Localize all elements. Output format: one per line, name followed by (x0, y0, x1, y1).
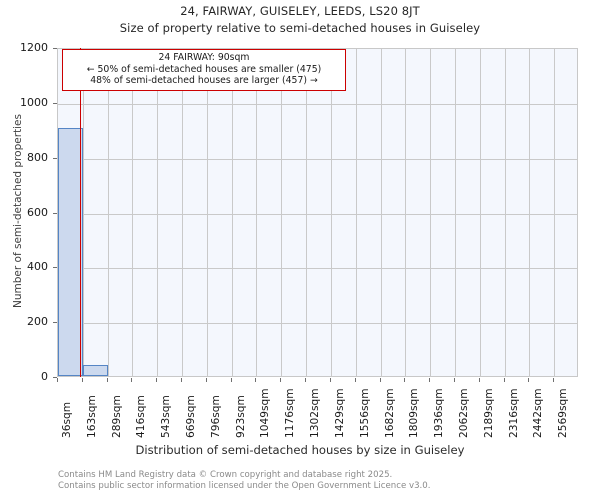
annotation-line-3: 48% of semi-detached houses are larger (… (90, 75, 318, 86)
gridline-vertical (529, 49, 531, 376)
footer-attribution: Contains HM Land Registry data © Crown c… (58, 470, 430, 492)
x-axis-tick-mark (255, 378, 257, 382)
property-marker-line (79, 48, 82, 377)
gridline-horizontal (58, 158, 577, 160)
x-axis-tick-mark (230, 378, 232, 382)
x-axis-tick-label: 1809sqm (408, 388, 421, 438)
x-axis-tick-mark (553, 378, 555, 382)
y-axis-tick-mark (53, 157, 57, 159)
x-axis-title: Distribution of semi-detached houses by … (135, 443, 465, 457)
x-axis-tick-label: 1936sqm (433, 388, 446, 438)
annotation-line-1: 24 FAIRWAY: 90sqm (158, 52, 250, 63)
gridline-vertical (330, 49, 332, 376)
gridline-vertical (430, 49, 432, 376)
x-axis-tick-label: 416sqm (135, 395, 148, 438)
plot-area (57, 48, 578, 377)
x-axis-tick-label: 2316sqm (507, 388, 520, 438)
x-axis-tick-label: 669sqm (185, 395, 198, 438)
gridline-vertical (454, 49, 456, 376)
x-axis-tick-mark (131, 378, 133, 382)
x-axis-tick-label: 923sqm (234, 395, 247, 438)
y-axis-tick-mark (53, 48, 57, 49)
gridline-vertical (281, 49, 283, 376)
y-axis-tick-label: 400 (27, 260, 48, 274)
gridline-horizontal (58, 103, 577, 105)
x-axis-tick-label: 1682sqm (383, 388, 396, 438)
gridline-vertical (355, 49, 357, 376)
x-axis-tick-label: 163sqm (85, 395, 98, 438)
x-axis-tick-mark (429, 378, 431, 382)
gridline-vertical (256, 49, 258, 376)
x-axis-tick-label: 289sqm (110, 395, 123, 438)
x-axis-tick-label: 2189sqm (482, 388, 495, 438)
x-axis-tick-mark (404, 378, 406, 382)
x-axis-tick-mark (453, 378, 455, 382)
histogram-bars (58, 49, 577, 376)
gridline-vertical (132, 49, 134, 376)
x-axis-tick-label: 2569sqm (557, 388, 570, 438)
x-axis-tick-mark (106, 378, 108, 382)
x-axis-tick-label: 2062sqm (457, 388, 470, 438)
y-axis-tick-mark (53, 377, 57, 378)
gridline-vertical (479, 49, 481, 376)
gridline-vertical (306, 49, 308, 376)
x-axis-tick-mark (354, 378, 356, 382)
gridline-vertical (504, 49, 506, 376)
x-axis-tick-mark (478, 378, 480, 382)
y-axis-tick-mark (53, 267, 57, 269)
gridline-horizontal (58, 268, 577, 270)
x-axis-tick-mark (528, 378, 530, 382)
x-axis-tick-mark (379, 378, 381, 382)
x-axis-tick-label: 1176sqm (284, 388, 297, 438)
x-axis-tick-mark (329, 378, 331, 382)
x-axis-tick-label: 1049sqm (259, 388, 272, 438)
x-axis-tick-mark (81, 378, 83, 382)
x-axis-tick-mark (205, 378, 207, 382)
x-axis-tick-label: 1302sqm (309, 388, 322, 438)
gridline-vertical (107, 49, 109, 376)
y-axis-tick-mark (53, 102, 57, 104)
gridline-horizontal (58, 323, 577, 325)
x-axis-tick-mark (305, 378, 307, 382)
x-axis-tick-mark (503, 378, 505, 382)
gridline-vertical (157, 49, 159, 376)
x-axis-tick-mark (57, 378, 58, 382)
y-axis-tick-label: 1000 (20, 95, 48, 109)
gridline-vertical (82, 49, 84, 376)
y-axis-tick-label: 0 (41, 370, 48, 383)
gridline-vertical (554, 49, 556, 376)
histogram-bar (58, 127, 83, 376)
gridline-vertical (380, 49, 382, 376)
gridline-vertical (405, 49, 407, 376)
x-axis-tick-label: 796sqm (209, 395, 222, 438)
gridline-vertical (206, 49, 208, 376)
gridline-horizontal (58, 213, 577, 215)
chart-subtitle: Size of property relative to semi-detach… (119, 21, 481, 35)
histogram-bar (82, 365, 108, 376)
y-axis-tick-label: 600 (27, 205, 48, 219)
x-axis-tick-label: 36sqm (61, 401, 73, 438)
y-axis-tick-mark (53, 322, 57, 324)
x-axis-tick-mark (181, 378, 183, 382)
x-axis-tick-label: 1556sqm (358, 388, 371, 438)
gridline-vertical (231, 49, 233, 376)
y-axis-tick-label: 200 (27, 315, 48, 329)
footer-line-2: Contains public sector information licen… (58, 481, 431, 491)
annotation-line-2: ← 50% of semi-detached houses are smalle… (86, 63, 322, 75)
property-annotation-box: 24 FAIRWAY: 90sqm ← 50% of semi-detached… (62, 49, 346, 91)
gridline-vertical (182, 49, 184, 376)
chart-title: 24, FAIRWAY, GUISELEY, LEEDS, LS20 8JT (180, 4, 420, 18)
y-axis-tick-label: 1200 (20, 41, 48, 54)
x-axis-tick-label: 543sqm (160, 395, 173, 438)
x-axis-tick-label: 1429sqm (333, 388, 346, 438)
y-axis-tick-label: 800 (27, 150, 48, 164)
footer-line-1: Contains HM Land Registry data © Crown c… (58, 470, 393, 480)
x-axis-tick-label: 2442sqm (532, 388, 545, 438)
gridlines (58, 49, 577, 376)
x-axis-tick-mark (280, 378, 282, 382)
x-axis-tick-mark (156, 378, 158, 382)
y-axis-tick-mark (53, 212, 57, 214)
